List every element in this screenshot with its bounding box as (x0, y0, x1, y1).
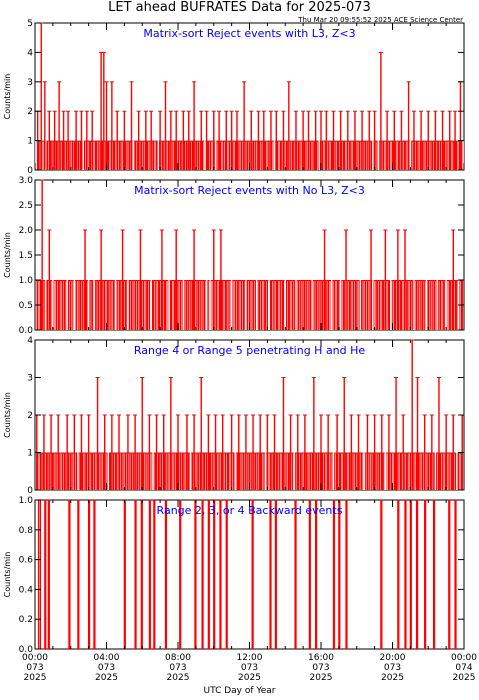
y-tick-label: 5 (27, 19, 33, 29)
data-pulse (219, 499, 222, 649)
x-tick-label: 073 (241, 663, 258, 673)
data-pulse (345, 499, 348, 649)
data-pulse (251, 499, 254, 649)
data-pulse (432, 499, 436, 649)
y-tick-label: 3.0 (19, 176, 34, 186)
figure-title: LET ahead BUFRATES Data for 2025-073 (108, 0, 371, 15)
y-tick-label: 1 (27, 449, 33, 459)
data-pulse (225, 499, 228, 649)
y-axis-label: Counts/min (3, 232, 12, 278)
y-tick-label: 0 (27, 486, 33, 496)
x-axis-label: UTC Day of Year (203, 686, 276, 696)
x-tick-label: 00:00 (22, 653, 48, 663)
x-tick-label: 074 (455, 663, 472, 673)
x-tick-label: 2025 (167, 673, 190, 683)
x-tick-label: 2025 (24, 673, 47, 683)
y-axis-label: Counts/min (3, 552, 12, 598)
data-pulse (415, 499, 419, 649)
data-pulse (37, 499, 42, 649)
y-tick-label: 2.5 (19, 201, 33, 211)
y-tick-label: 0 (27, 166, 33, 176)
panel-title: Range 2, 3, or 4 Backward events (157, 504, 343, 517)
x-tick-label: 073 (98, 663, 115, 673)
y-tick-label: 2.0 (19, 226, 34, 236)
data-pulse (380, 499, 383, 649)
y-axis-label: Counts/min (3, 74, 12, 120)
data-pulse (179, 499, 182, 649)
x-tick-label: 08:00 (165, 653, 191, 663)
data-pulse (332, 499, 336, 649)
data-pulse (47, 499, 50, 649)
x-tick-label: 2025 (381, 673, 404, 683)
x-tick-label: 2025 (310, 673, 333, 683)
x-tick-label: 073 (26, 663, 43, 673)
data-pulse (140, 499, 143, 649)
data-pulse (207, 499, 210, 649)
x-tick-label: 2025 (453, 673, 476, 683)
data-pulse (294, 499, 297, 649)
data-pulse (194, 499, 197, 649)
data-pulse (77, 499, 80, 649)
x-tick-label: 073 (312, 663, 329, 673)
x-tick-label: 073 (384, 663, 401, 673)
x-tick-label: 20:00 (380, 653, 406, 663)
y-tick-label: 2 (27, 107, 33, 117)
timestamp-label: Thu Mar 20 09:55:52 2025 ACE Science Cen… (298, 16, 463, 24)
data-pulse (454, 499, 457, 649)
y-tick-label: 0.0 (19, 645, 34, 655)
data-pulse (409, 499, 412, 649)
y-tick-label: 1.0 (19, 496, 34, 506)
data-pulse (424, 499, 427, 649)
x-tick-label: 12:00 (237, 653, 263, 663)
y-tick-label: 2 (27, 411, 33, 421)
data-pulse (153, 499, 156, 649)
x-tick-label: 16:00 (308, 653, 334, 663)
plot-frame (34, 499, 465, 650)
y-tick-label: 0.8 (19, 526, 34, 536)
data-pulse (164, 499, 168, 649)
panel-title: Range 4 or Range 5 penetrating H and He (134, 344, 366, 357)
data-pulse (308, 499, 311, 649)
x-tick-label: 00:00 (451, 653, 477, 663)
x-tick-label: 073 (169, 663, 186, 673)
y-tick-label: 4 (27, 48, 33, 58)
data-pulse (404, 499, 407, 649)
y-tick-label: 0.0 (19, 326, 34, 336)
data-pulse (397, 499, 400, 649)
y-tick-label: 3 (27, 374, 33, 384)
data-pulse (44, 499, 47, 649)
x-tick-label: 04:00 (94, 653, 120, 663)
panel-title: Matrix-sort Reject events with L3, Z<3 (143, 27, 355, 40)
data-pulse (68, 499, 71, 649)
y-tick-label: 0.6 (19, 556, 34, 566)
data-pulse (93, 499, 96, 649)
data-pulse (87, 499, 91, 649)
data-baseline-band (36, 280, 463, 330)
x-tick-label: 2025 (238, 673, 261, 683)
y-tick-label: 1.5 (19, 251, 33, 261)
data-pulse (134, 499, 137, 649)
data-pulse (448, 499, 451, 649)
y-tick-label: 3 (27, 78, 33, 88)
data-pulse (148, 499, 151, 649)
data-pulse (274, 499, 277, 649)
x-tick-label: 2025 (95, 673, 118, 683)
panel-title: Matrix-sort Reject events with No L3, Z<… (134, 184, 365, 197)
data-pulse (269, 499, 272, 649)
y-tick-label: 1 (27, 137, 33, 147)
y-tick-label: 0.4 (19, 585, 34, 595)
y-tick-label: 0.5 (19, 301, 33, 311)
y-axis-label: Counts/min (3, 392, 12, 438)
data-pulse (213, 499, 216, 649)
data-pulse (201, 499, 204, 649)
data-pulse (314, 499, 318, 649)
data-pulse (123, 499, 126, 649)
y-tick-label: 4 (27, 336, 33, 346)
y-tick-label: 1.0 (19, 276, 34, 286)
data-pulse (338, 499, 341, 649)
y-tick-label: 0.2 (19, 615, 33, 625)
